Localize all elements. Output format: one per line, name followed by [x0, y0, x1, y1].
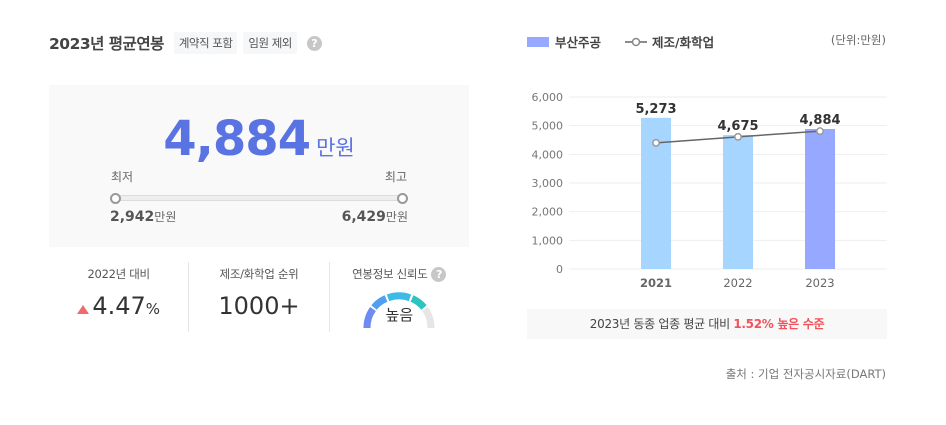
average-salary: 4,884 만원 — [49, 111, 469, 167]
max-salary: 6,429만원 — [342, 208, 408, 225]
y-tick-label: 3,000 — [532, 177, 564, 190]
stat-reliability-value: 높음 — [385, 306, 414, 324]
x-tick-label: 2021 — [640, 276, 672, 290]
x-tick-label: 2022 — [723, 276, 752, 290]
bar-value-label: 4,675 — [717, 119, 758, 134]
min-knob-icon — [110, 193, 121, 204]
y-tick-label: 1,000 — [532, 234, 564, 247]
min-salary-unit: 만원 — [154, 210, 177, 224]
salary-range-bar — [115, 195, 403, 201]
stat-rank-label: 제조/화학업 순위 — [219, 267, 299, 281]
stat-reliability-label-wrap: 연봉정보 신뢰도 ? — [330, 266, 469, 282]
line-point-icon[interactable] — [816, 127, 824, 136]
min-label: 최저 — [111, 170, 134, 184]
reliability-gauge-icon — [363, 292, 435, 329]
page-title: 2023년 평균연봉 — [49, 35, 164, 53]
stat-rank: 제조/화학업 순위 1000+ — [188, 262, 328, 332]
stat-yoy-value-wrap: 4.47% — [49, 292, 188, 320]
salary-chart: 0 1,000 2,000 3,000 4,000 5,000 6,000 5,273 2021… — [532, 91, 887, 290]
bar-2023[interactable] — [805, 128, 835, 269]
stat-yoy: 2022년 대비 4.47% — [49, 262, 188, 332]
max-salary-value: 6,429 — [341, 209, 386, 225]
stat-yoy-label: 2022년 대비 — [87, 267, 151, 281]
line-point-icon[interactable] — [652, 138, 660, 147]
stat-reliability: 연봉정보 신뢰도 ? 높음 — [328, 262, 469, 332]
stat-yoy-suffix: % — [145, 300, 161, 318]
bar-value-label: 5,273 — [635, 102, 676, 117]
bar-legend-label: 부산주공 — [555, 35, 602, 50]
y-tick-label: 0 — [556, 263, 563, 276]
average-salary-value: 4,884 — [163, 111, 311, 167]
max-label: 최고 — [384, 170, 407, 184]
stat-yoy-value: 4.47 — [92, 292, 146, 320]
y-tick-label: 5,000 — [532, 120, 564, 133]
unit-label: (단위:만원) — [830, 33, 886, 47]
stat-reliability-label: 연봉정보 신뢰도 — [352, 267, 428, 281]
help-icon[interactable]: ? — [306, 35, 322, 51]
max-salary-unit: 만원 — [385, 210, 408, 224]
comparison-text: 2023년 동종 업종 평균 대비 — [589, 317, 734, 331]
line-legend-label: 제조/화학업 — [652, 35, 715, 50]
help-icon[interactable]: ? — [431, 266, 447, 282]
data-source: 출처 : 기업 전자공시자료(DART) — [725, 367, 886, 381]
max-knob-icon — [397, 193, 408, 204]
contract-included-chip: 계약직 포함 — [173, 32, 238, 54]
average-salary-unit: 만원 — [316, 136, 355, 160]
stats-row: 2022년 대비 4.47% 제조/화학업 순위 1000+ 연봉정보 신뢰도 … — [49, 262, 469, 332]
y-tick-label: 4,000 — [532, 148, 564, 161]
line-legend-swatch-icon — [625, 37, 648, 47]
y-tick-label: 6,000 — [532, 91, 564, 104]
bar-2022[interactable] — [723, 134, 753, 269]
stat-rank-value: 1000+ — [218, 292, 300, 320]
x-tick-label: 2023 — [805, 276, 834, 290]
y-tick-label: 2,000 — [532, 206, 564, 219]
bar-value-label: 4,884 — [799, 113, 840, 128]
min-salary-value: 2,942 — [110, 209, 155, 225]
header: 2023년 평균연봉 계약직 포함 임원 제외 ? — [49, 31, 322, 55]
bar-legend-swatch-icon — [527, 36, 549, 47]
industry-comparison: 2023년 동종 업종 평균 대비 1.52% 높은 수준 — [527, 309, 887, 339]
average-salary-panel: 4,884 만원 최저 최고 2,942만원 6,429만원 — [49, 85, 469, 247]
comparison-highlight: 1.52% 높은 수준 — [733, 317, 825, 331]
min-salary: 2,942만원 — [110, 208, 176, 225]
trend-up-icon — [77, 305, 90, 314]
line-point-icon[interactable] — [734, 132, 742, 141]
chart-legend: 부산주공 제조/화학업 — [527, 32, 714, 51]
executive-excluded-chip: 임원 제외 — [243, 32, 297, 54]
